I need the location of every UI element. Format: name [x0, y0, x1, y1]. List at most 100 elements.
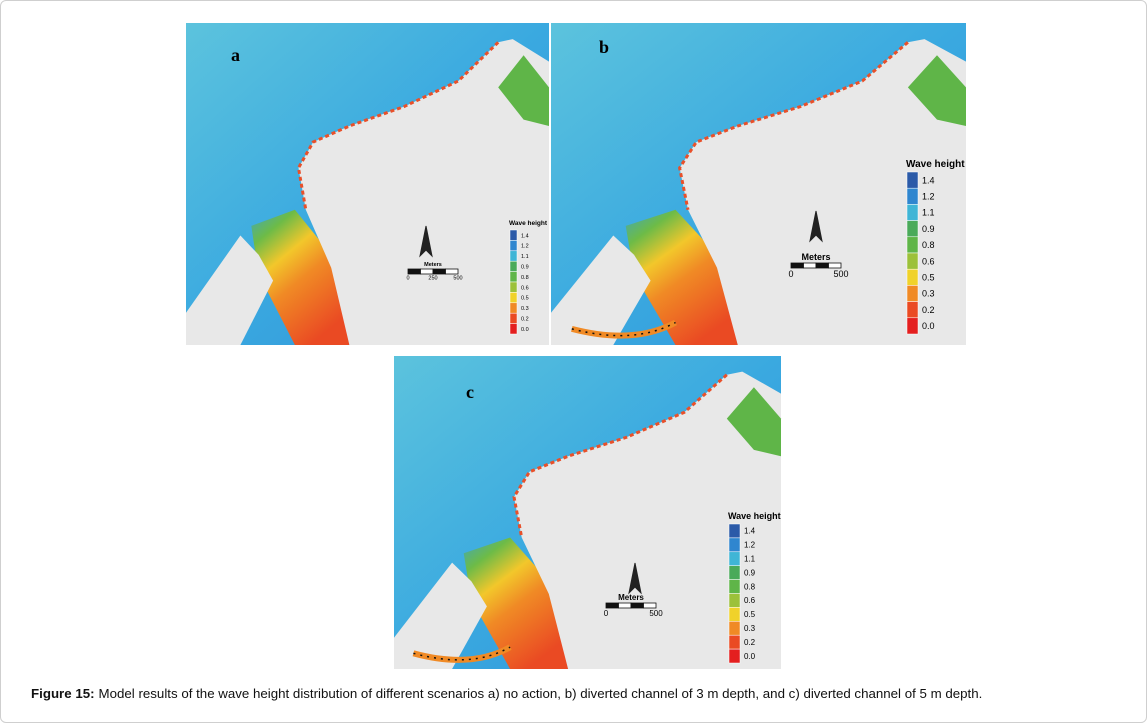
scale-label: 500 — [453, 276, 462, 282]
scale-title: Meters — [618, 593, 644, 602]
legend-label: 1.1 — [744, 555, 756, 564]
legend-label: 0.2 — [922, 305, 935, 315]
scale-label: 0 — [604, 609, 609, 618]
scale-title: Meters — [801, 252, 830, 262]
scale-segment — [445, 268, 459, 275]
legend-swatch — [509, 302, 518, 314]
green-shoal — [498, 55, 549, 127]
green-shoal — [726, 387, 781, 457]
legend-swatch — [906, 187, 919, 205]
coast-edge — [678, 41, 909, 211]
map-panel: c Wave height 1.4 1.2 1.1 0.9 0.8 0.6 0.5 0.3 0.2 0… — [394, 356, 781, 669]
diverted-channel-edge — [571, 321, 676, 337]
legend-swatch — [509, 260, 518, 272]
legend-label: 0.2 — [521, 316, 529, 322]
panel-label: a — [231, 45, 240, 65]
legend-label: 0.9 — [521, 264, 529, 270]
legend-label: 0.8 — [744, 582, 756, 591]
land — [298, 39, 549, 345]
north-arrow — [628, 562, 642, 595]
legend-label: 1.4 — [922, 175, 935, 185]
legend-label: 0.6 — [521, 285, 529, 291]
channel — [625, 209, 738, 345]
scale-segment — [432, 268, 446, 275]
legend-swatch — [906, 285, 919, 302]
scale-label: 250 — [428, 276, 437, 282]
map-panel: b Wave height 1.4 1.2 1.1 0.9 0.8 0.6 0.5 0.3 0.2 0… — [551, 23, 966, 345]
legend-swatch — [906, 236, 919, 254]
legend-label: 0.0 — [744, 652, 756, 661]
legend-label: 0.3 — [744, 624, 756, 633]
legend-swatch — [509, 281, 518, 293]
legend-label: 0.3 — [521, 306, 529, 312]
scale-segment — [815, 262, 829, 269]
channel — [251, 209, 350, 345]
scale-segment — [630, 602, 644, 609]
diverted-channel — [412, 644, 512, 663]
legend-label: 0.2 — [744, 638, 756, 647]
scale-segment — [618, 602, 632, 609]
legend-swatch — [728, 648, 741, 664]
legend-swatch — [906, 252, 919, 270]
green-shoal — [907, 55, 966, 127]
caption: Figure 15: Model results of the wave heig… — [31, 686, 982, 701]
legend-swatch — [509, 292, 518, 304]
legend-label: 0.8 — [521, 275, 529, 281]
legend-title: Wave height — [906, 159, 965, 170]
north-arrow — [809, 210, 823, 243]
legend-swatch — [728, 607, 741, 622]
map-panel: a Wave height 1.4 1.2 1.1 0.9 0.8 0.6 0.5 0.3 0.2 0… — [186, 23, 549, 345]
legend-label: 0.6 — [922, 256, 935, 266]
legend-swatch — [509, 229, 518, 241]
land — [514, 371, 781, 669]
scale-segment — [420, 268, 434, 275]
scale-label: 500 — [649, 609, 663, 618]
scale-label: 0 — [788, 269, 793, 279]
legend-title: Wave height — [509, 220, 548, 227]
legend-swatch — [906, 317, 919, 335]
scale-label: 500 — [833, 269, 848, 279]
legend-label: 0.8 — [922, 240, 935, 250]
legend-swatch — [728, 537, 741, 553]
channel — [463, 537, 569, 669]
legend-swatch — [906, 171, 919, 189]
scale-segment — [643, 602, 657, 609]
legend-label: 1.2 — [744, 541, 756, 550]
land — [551, 235, 651, 345]
scale-segment — [790, 262, 804, 269]
legend-label: 0.6 — [744, 596, 756, 605]
scale-segment — [605, 602, 619, 609]
legend-swatch — [906, 301, 919, 319]
legend-swatch — [906, 268, 919, 286]
legend-swatch — [906, 204, 919, 221]
legend-label: 0.0 — [922, 321, 935, 331]
legend-label: 1.2 — [922, 192, 935, 202]
land — [186, 235, 274, 345]
caption-prefix: Figure 15: — [31, 686, 95, 701]
legend-swatch — [728, 523, 741, 539]
legend-swatch — [509, 271, 518, 283]
legend-label: 0.5 — [521, 296, 529, 302]
legend-label: 1.1 — [922, 208, 935, 218]
legend-swatch — [728, 551, 741, 566]
legend-label: 0.9 — [744, 568, 756, 577]
legend-label: 0.5 — [744, 610, 756, 619]
scale-segment — [803, 262, 817, 269]
legend-title: Wave height — [728, 511, 781, 521]
legend-label: 0.0 — [521, 327, 529, 333]
caption-text: Model results of the wave height distrib… — [98, 686, 983, 701]
panel-label: c — [466, 382, 474, 402]
legend-swatch — [509, 323, 518, 335]
legend-swatch — [509, 312, 518, 324]
legend-swatch — [728, 593, 741, 608]
land — [679, 39, 966, 345]
legend-label: 1.2 — [521, 244, 529, 250]
legend-swatch — [906, 220, 919, 238]
legend-label: 1.4 — [521, 233, 529, 239]
scale-label: 0 — [406, 276, 409, 282]
panel-label: b — [599, 37, 609, 57]
legend-swatch — [728, 579, 741, 594]
legend-swatch — [728, 634, 741, 650]
